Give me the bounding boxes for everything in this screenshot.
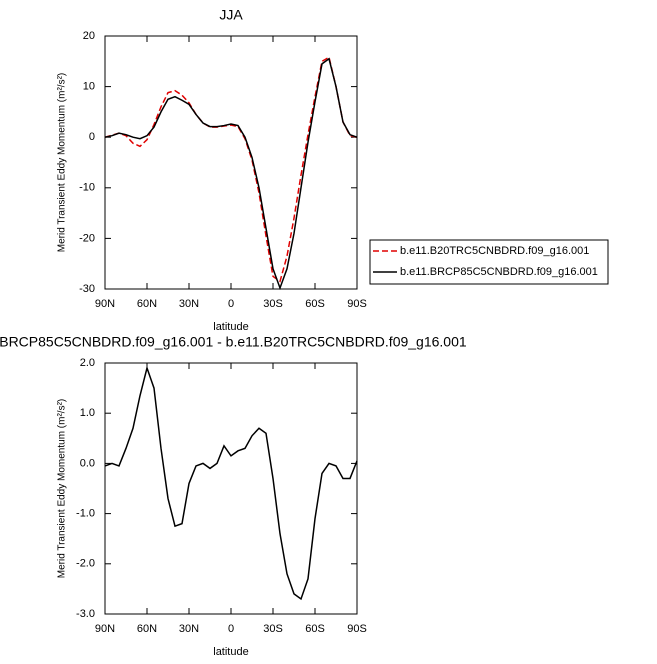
plot-frame xyxy=(104,35,358,290)
y-tick-label: -3.0 xyxy=(76,608,95,620)
x-tick-label: 0 xyxy=(228,298,234,310)
y-tick-label: -20 xyxy=(79,232,95,244)
x-tick-label: 30S xyxy=(263,298,283,310)
x-tick-label: 90N xyxy=(95,298,115,310)
x-axis-title: latitude xyxy=(213,321,248,333)
y-tick-label: -30 xyxy=(79,283,95,295)
data-line xyxy=(104,365,358,601)
x-tick-label: 30N xyxy=(179,298,199,310)
plot-frame xyxy=(104,362,358,615)
x-tick-label: 0 xyxy=(228,623,234,635)
y-tick-label: 1.0 xyxy=(80,407,95,419)
y-tick-label: 10 xyxy=(83,81,95,93)
x-tick-label: 60S xyxy=(305,298,325,310)
x-tick-label: 60N xyxy=(137,623,157,635)
legend-box xyxy=(369,239,609,285)
y-tick-label: -2.0 xyxy=(76,558,95,570)
x-tick-label: 30S xyxy=(263,623,283,635)
y-tick-label: -1.0 xyxy=(76,508,95,520)
y-tick-label: 0 xyxy=(89,131,95,143)
y-axis-title: Merid Transient Eddy Momentum (m²/s²) xyxy=(57,399,68,579)
data-line xyxy=(104,56,358,283)
y-axis-title: Merid Transient Eddy Momentum (m²/s²) xyxy=(57,73,68,253)
x-tick-label: 90S xyxy=(347,623,367,635)
y-tick-label: 2.0 xyxy=(80,357,95,369)
x-axis-title: latitude xyxy=(213,646,248,658)
x-tick-label: 90N xyxy=(95,623,115,635)
x-tick-label: 90S xyxy=(347,298,367,310)
x-tick-label: 60S xyxy=(305,623,325,635)
y-tick-label: -10 xyxy=(79,182,95,194)
chart-title: JJA xyxy=(219,7,243,23)
y-tick-label: 0.0 xyxy=(80,457,95,469)
chart-title: .BRCP85C5CNBDRD.f09_g16.001 - b.e11.B20T… xyxy=(0,334,467,350)
legend-label: b.e11.B20TRC5CNBDRD.f09_g16.001 xyxy=(400,245,589,257)
y-tick-label: 20 xyxy=(83,30,95,42)
x-tick-label: 30N xyxy=(179,623,199,635)
legend-label: b.e11.BRCP85C5CNBDRD.f09_g16.001 xyxy=(400,266,598,278)
x-tick-label: 60N xyxy=(137,298,157,310)
data-line xyxy=(104,57,358,291)
